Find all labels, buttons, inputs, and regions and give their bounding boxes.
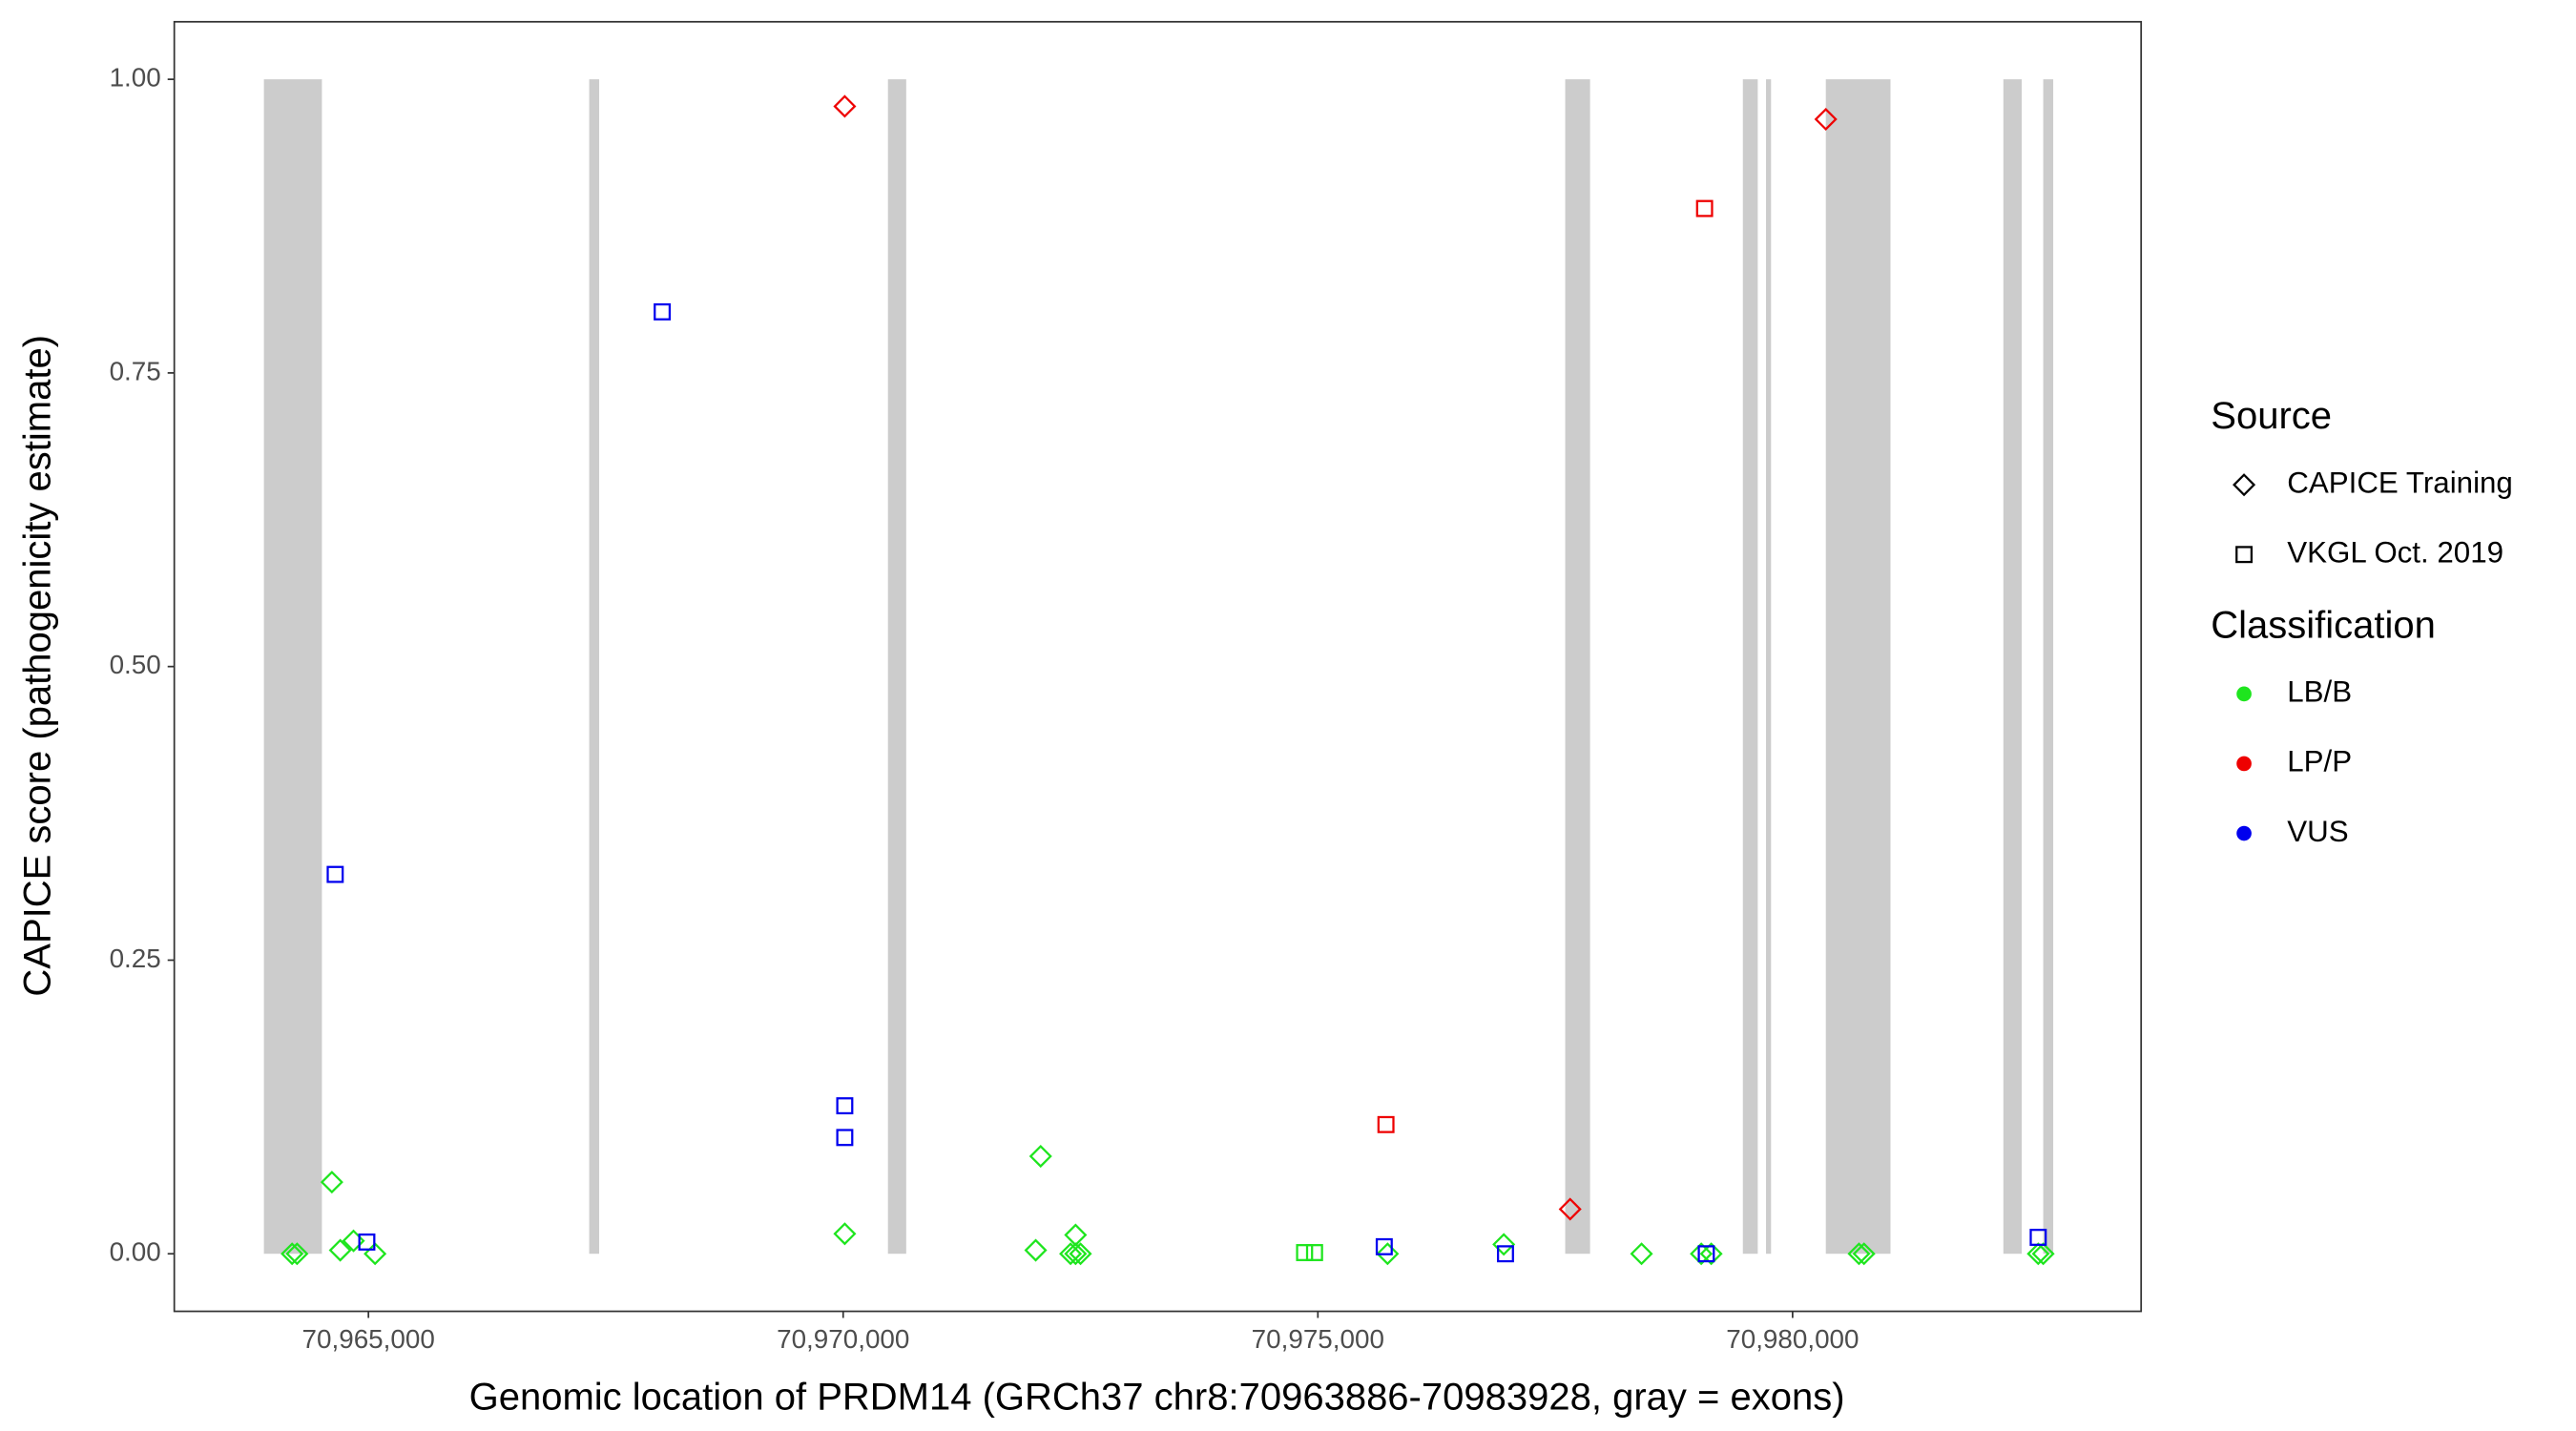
point [326,865,344,883]
legend-label: LB/B [2287,675,2352,709]
point [836,1097,854,1115]
point [1064,1242,1088,1266]
point [2026,1242,2050,1266]
point [2029,1229,2047,1246]
legend-key [2235,546,2254,564]
y-tick-label: 0.75 [110,356,161,385]
exon [2043,79,2054,1255]
exon [887,79,906,1255]
legend-title: Classification [2211,604,2436,646]
point [1697,1245,1715,1263]
point [1069,1242,1092,1266]
point [833,94,857,118]
exon [1742,79,1758,1255]
x-tick-label: 70,970,000 [777,1324,909,1354]
exon [1825,79,1891,1255]
x-axis-title: Genomic location of PRDM14 (GRCh37 chr8:… [469,1376,1845,1418]
x-tick-label: 70,965,000 [302,1324,435,1354]
point [1377,1115,1395,1133]
exon [1565,79,1590,1255]
y-axis-title: CAPICE score (pathogenicity estimate) [16,335,58,997]
point [1496,1245,1514,1263]
point [320,1171,343,1194]
exons [263,79,2054,1255]
legend-label: LP/P [2287,745,2352,778]
exon [1766,79,1772,1255]
exon [263,79,322,1255]
point [1852,1242,1876,1266]
point [1024,1238,1048,1262]
point [1690,1242,1714,1266]
panel [174,21,2142,1312]
x-tick-label: 70,975,000 [1252,1324,1384,1354]
point [1699,1242,1723,1266]
point [1028,1145,1052,1169]
legend-key [2236,756,2252,772]
y-tick-label: 0.25 [110,944,161,973]
point [1296,1244,1314,1261]
point [358,1233,376,1251]
point [280,1242,304,1266]
y-tick-label: 0.00 [110,1237,161,1267]
legend-label: VUS [2287,815,2348,848]
point [836,1129,854,1147]
point [1630,1242,1653,1266]
legend: Source CAPICE Training VKGL Oct. 2019 Class… [2211,395,2513,848]
legend-key [2236,825,2252,841]
point [328,1238,352,1262]
legend-title: Source [2211,395,2332,437]
legend-key [2233,473,2256,497]
point [1558,1197,1582,1221]
point [833,1222,857,1246]
point [285,1242,309,1266]
point [654,302,672,321]
y-tick-label: 1.00 [110,62,161,92]
axes: 70,965,000 70,970,000 70,975,000 70,980,000… [110,62,1859,1354]
point [2031,1242,2055,1266]
point [1375,1237,1393,1255]
point [1305,1244,1323,1261]
point [1492,1233,1516,1256]
y-tick-label: 0.50 [110,650,161,679]
point [1847,1242,1871,1266]
legend-key [2236,686,2252,702]
point [1059,1242,1083,1266]
exon [589,79,599,1255]
point [1695,199,1714,218]
legend-label: CAPICE Training [2287,466,2513,499]
legend-label: VKGL Oct. 2019 [2287,536,2503,570]
exon [2003,79,2023,1255]
x-tick-label: 70,980,000 [1726,1324,1859,1354]
point [1376,1242,1400,1266]
point [1814,107,1838,132]
points [280,94,2055,1266]
